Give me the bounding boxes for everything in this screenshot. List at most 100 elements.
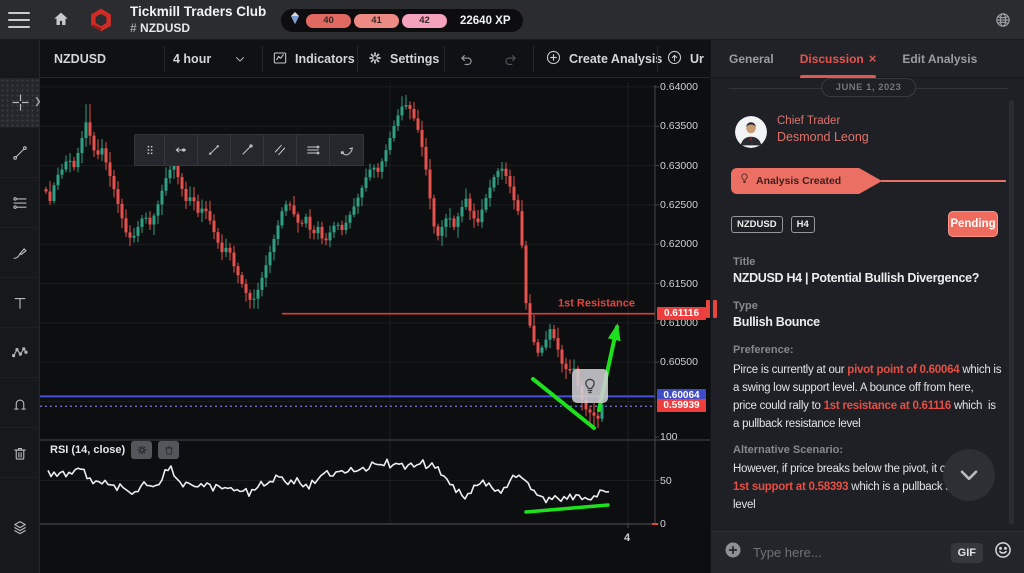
line-tool-icon[interactable] [231, 135, 264, 165]
analysis-title: NZDUSD H4 | Potential Bullish Divergence… [733, 271, 980, 285]
price-axis-label: 0.63500 [660, 120, 698, 133]
type-label: Type [733, 300, 758, 312]
avatar[interactable] [735, 116, 767, 148]
analysis-type: Bullish Bounce [733, 315, 820, 329]
symbol-button[interactable]: NZDUSD [54, 52, 107, 66]
rsi-title: RSI (14, close) [50, 444, 126, 456]
price-axis-label: 0.60500 [660, 356, 698, 369]
channel-name: # NZDUSD [130, 21, 191, 35]
rsi-axis-label: 100 [660, 431, 678, 443]
price-tag: 0.59939 [657, 399, 706, 413]
status-badge: Pending [948, 211, 998, 237]
settings-button[interactable]: Settings [367, 40, 439, 78]
instrument-tag: NZDUSD [731, 216, 783, 233]
chart-toolbar: NZDUSD 4 hour Indicators Settings Create… [40, 40, 710, 78]
rsi-settings-gear-icon[interactable] [131, 441, 153, 459]
tickmill-logo[interactable] [88, 7, 114, 38]
globe-icon[interactable] [994, 11, 1012, 34]
rsi-delete-trash-icon[interactable] [158, 441, 180, 459]
tool-crosshair[interactable] [0, 78, 40, 128]
attach-plus-icon[interactable] [723, 540, 743, 565]
trend-line-tool-icon[interactable] [198, 135, 231, 165]
text-line: 1st support at 0.58393 which is a pullba… [733, 481, 951, 493]
tool-layers[interactable] [0, 503, 40, 553]
upload-button[interactable]: Ur [666, 40, 704, 78]
banner-label: Analysis Created [756, 175, 842, 187]
tab-close-icon[interactable]: × [868, 51, 877, 66]
parallel-channel-tool-icon[interactable] [264, 135, 297, 165]
tool-fib-lines[interactable] [0, 178, 40, 228]
horizontal-ray-tool-icon[interactable] [165, 135, 198, 165]
rsi-axis-label: 50 [660, 474, 672, 487]
curve-tool-icon[interactable] [330, 135, 363, 165]
tool-magnet[interactable] [0, 378, 40, 428]
chevron-down-icon[interactable] [233, 40, 247, 78]
tab-edit-analysis[interactable]: Edit Analysis [902, 51, 978, 66]
text-line: price could rally to 1st resistance at 0… [733, 400, 996, 412]
bulb-icon [738, 172, 751, 190]
rsi-indicator-legend: RSI (14, close) [50, 441, 180, 459]
tool-text[interactable] [0, 278, 40, 328]
emoji-smiley-icon[interactable] [993, 540, 1013, 565]
text-line: level [733, 499, 756, 511]
tab-general[interactable]: General [729, 51, 774, 66]
xp-level-segments: 40 41 42 [306, 13, 447, 28]
gem-icon [287, 10, 303, 31]
banner-line [881, 180, 1006, 182]
plus-circle-icon [545, 49, 562, 69]
xp-progress-bar: 40 41 42 22640 XP [281, 9, 523, 32]
rail-expand-chevron-icon[interactable]: ❯ [34, 96, 42, 106]
tool-trend-line[interactable] [0, 128, 40, 178]
analysis-created-banner: Analysis Created [731, 168, 1006, 194]
price-tag: 0.61116 [657, 306, 706, 320]
message-composer: GIF [711, 531, 1024, 573]
price-axis-label: 0.61000 [660, 316, 698, 329]
scroll-to-bottom-button[interactable] [943, 449, 995, 501]
time-axis-label: 4 [624, 532, 631, 544]
message-input[interactable] [753, 545, 941, 560]
xp-level-segment: 42 [402, 13, 447, 28]
indicators-button[interactable]: Indicators [272, 40, 355, 78]
panel-scrollbar[interactable] [1009, 100, 1014, 525]
text-line: a swing low support level. A bounce off … [733, 382, 974, 394]
tab-discussion[interactable]: Discussion × [799, 40, 877, 78]
drawing-tool-rail [0, 40, 40, 573]
redo-icon[interactable] [502, 40, 519, 78]
gif-button[interactable]: GIF [950, 542, 983, 563]
discussion-panel: General Discussion × Edit Analysis JUNE 1, … [710, 40, 1024, 573]
panel-tab-bar: General Discussion × Edit Analysis [711, 40, 1024, 78]
date-divider: JUNE 1, 2023 [729, 78, 1008, 100]
horizontal-lines-tool-icon[interactable] [297, 135, 330, 165]
top-bar: Tickmill Traders Club # NZDUSD 40 41 42 22… [0, 0, 1024, 40]
drag-grip-icon[interactable] [135, 135, 165, 165]
create-analysis-button[interactable]: Create Analysis [545, 40, 662, 78]
svg-text:1st Resistance: 1st Resistance [558, 298, 635, 310]
app-title: Tickmill Traders Club [130, 4, 267, 19]
xp-level-segment: 41 [354, 13, 399, 28]
date-badge: JUNE 1, 2023 [820, 78, 917, 97]
chart-area: 1st Resistance 0.64000 0.63500 0.63000 0.62… [40, 78, 710, 573]
preference-text: Pirce is currently at our pivot point of… [733, 361, 1014, 433]
gear-icon [367, 50, 383, 69]
floating-drawing-toolbar [134, 134, 364, 166]
upload-cloud-icon [666, 49, 683, 69]
instrument-tags: NZDUSD H4 [731, 216, 815, 233]
tool-brush[interactable] [0, 228, 40, 278]
xp-level-segment: 40 [306, 13, 351, 28]
home-icon[interactable] [52, 10, 70, 33]
tool-xabcd-pattern[interactable] [0, 328, 40, 378]
hamburger-menu-icon[interactable] [8, 10, 30, 30]
rsi-axis-label: 0 [660, 518, 666, 530]
author-name[interactable]: Desmond Leong [777, 130, 869, 144]
timeframe-dropdown[interactable]: 4 hour [173, 52, 212, 66]
title-label: Title [733, 256, 756, 268]
undo-icon[interactable] [458, 40, 475, 78]
price-tag: 0.60064 [657, 389, 706, 403]
idea-bulb-marker[interactable] [572, 369, 608, 403]
author-role: Chief Trader [777, 115, 841, 127]
xp-total: 22640 XP [460, 14, 511, 27]
red-pause-marker [706, 300, 718, 318]
price-axis-label: 0.62500 [660, 198, 698, 211]
text-line: a pullback resistance level [733, 418, 861, 430]
tool-remove-drawings[interactable] [0, 428, 40, 478]
